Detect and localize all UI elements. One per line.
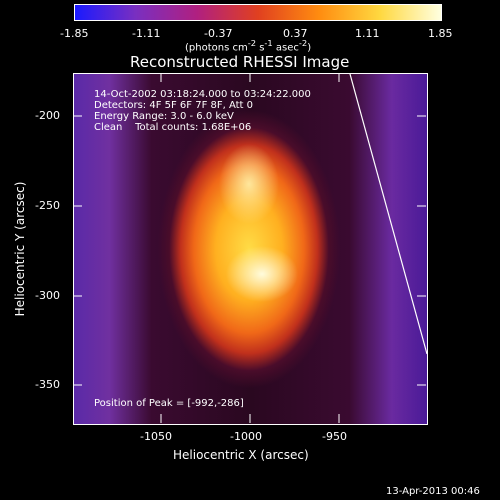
colorbar-ticks: -1.85 -1.11 -0.37 0.37 1.11 1.85	[0, 0, 500, 40]
x-axis-label: Heliocentric X (arcsec)	[173, 448, 309, 462]
colorbar-tick: -1.85	[60, 27, 89, 40]
colorbar-tick: -1.11	[132, 27, 161, 40]
colorbar-tick: 0.37	[283, 27, 308, 40]
colorbar-tick: 1.11	[355, 27, 380, 40]
detectors-text: Detectors: 4F 5F 6F 7F 8F, Att 0	[94, 100, 254, 111]
colorbar-tick: -0.37	[204, 27, 233, 40]
limb-line	[349, 74, 427, 355]
clean-counts-text: Clean Total counts: 1.68E+06	[94, 122, 252, 133]
y-tick-label: -250	[35, 199, 60, 212]
plot-title: Reconstructed RHESSI Image	[130, 53, 350, 71]
y-axis-label: Heliocentric Y (arcsec)	[13, 181, 27, 317]
footer-date: 13-Apr-2013 00:46	[386, 486, 480, 497]
time-range-text: 14-Oct-2002 03:18:24.000 to 03:24:22.000	[94, 89, 311, 100]
rhessi-image: 14-Oct-2002 03:18:24.000 to 03:24:22.000…	[73, 73, 428, 425]
colorbar-tick: 1.85	[428, 27, 453, 40]
colorbar	[74, 4, 442, 21]
y-tick-label: -300	[35, 289, 60, 302]
colorbar-unit-label: (photons cm-2 s-1 asec-2)	[185, 38, 312, 54]
x-tick-label: -1000	[230, 430, 262, 443]
x-tick-label: -1050	[140, 430, 172, 443]
y-tick-label: -200	[35, 109, 60, 122]
x-tick-label: -950	[322, 430, 347, 443]
peak-position-text: Position of Peak = [-992,-286]	[94, 398, 244, 409]
energy-range-text: Energy Range: 3.0 - 6.0 keV	[94, 111, 234, 122]
y-tick-label: -350	[35, 378, 60, 391]
